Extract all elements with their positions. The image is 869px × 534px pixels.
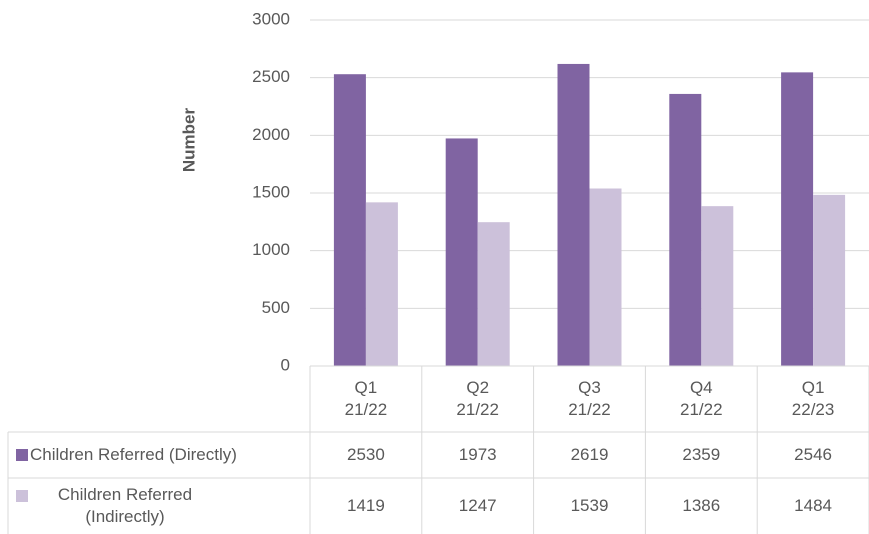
table-value-text: 2546 [794, 445, 832, 464]
table-value-text: 2619 [570, 445, 609, 464]
y-tick-label: 1500 [252, 182, 290, 201]
bar [557, 63, 590, 366]
x-tick-label-text: Q1 21/22 [344, 378, 388, 419]
table-value-text: 1419 [346, 496, 385, 515]
bar [445, 138, 478, 366]
bar [477, 222, 510, 366]
table-value-text: 1973 [458, 445, 497, 464]
legend-key [16, 449, 28, 461]
table-value: 1484 [757, 478, 869, 534]
legend-label: Children Referred (Directly) [30, 432, 310, 478]
table-value: 1973 [422, 432, 534, 478]
table-value: 2619 [534, 432, 646, 478]
table-value-text: 2530 [346, 445, 385, 464]
table-value: 1539 [534, 478, 646, 534]
y-tick-label: 2000 [252, 125, 290, 144]
table-value-text: 1484 [794, 496, 832, 515]
table-value: 1247 [422, 478, 534, 534]
x-tick-label-text: Q2 21/22 [456, 378, 499, 419]
legend-label: Children Referred (Indirectly) [30, 478, 310, 534]
x-tick-label-text: Q3 21/22 [568, 378, 611, 419]
y-axis-title: Number [179, 108, 198, 173]
bar [701, 206, 734, 366]
bar [781, 72, 814, 367]
legend-label-text: Children Referred (Indirectly) [57, 485, 193, 526]
y-tick-label: 3000 [252, 9, 290, 28]
table-value-text: 1247 [458, 496, 497, 515]
x-tick-label-text: Q4 21/22 [680, 378, 723, 419]
x-tick-label-text: Q1 22/23 [791, 378, 835, 419]
legend-key [16, 490, 28, 502]
x-tick-label: Q2 21/22 [422, 366, 534, 432]
table-value: 2546 [757, 432, 869, 478]
y-tick-label: 0 [281, 355, 290, 374]
bar [669, 93, 702, 367]
x-tick-label: Q3 21/22 [534, 366, 646, 432]
bar [365, 202, 398, 366]
table-value: 2359 [645, 432, 757, 478]
bar [813, 194, 846, 366]
y-tick-label: 1000 [252, 240, 290, 259]
y-tick-label: 2500 [252, 67, 290, 86]
bar [589, 188, 622, 366]
x-tick-label: Q4 21/22 [645, 366, 757, 432]
table-value-text: 1386 [682, 496, 721, 515]
table-value: 2530 [310, 432, 422, 478]
table-value: 1419 [310, 478, 422, 534]
legend-label-text: Children Referred (Directly) [30, 445, 237, 464]
table-value: 1386 [645, 478, 757, 534]
bar [333, 74, 366, 366]
x-tick-label: Q1 22/23 [757, 366, 869, 432]
x-tick-label: Q1 21/22 [310, 366, 422, 432]
y-tick-label: 500 [262, 298, 290, 317]
table-value-text: 1539 [570, 496, 609, 515]
table-value-text: 2359 [682, 445, 721, 464]
